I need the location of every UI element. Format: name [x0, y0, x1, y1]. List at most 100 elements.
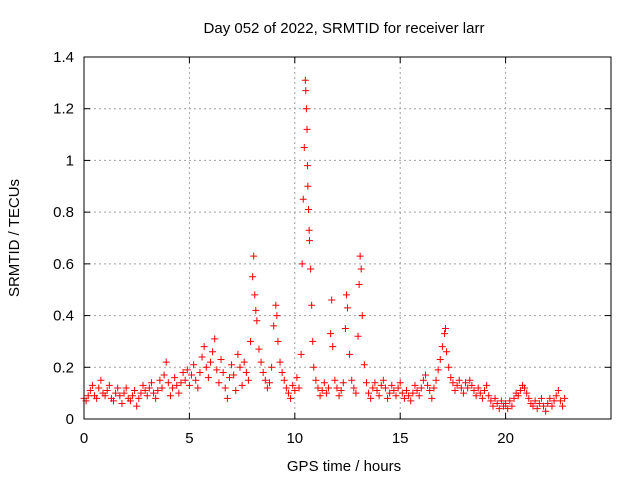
data-point — [443, 348, 451, 356]
data-point — [548, 402, 556, 410]
data-point — [447, 374, 455, 382]
data-point — [171, 374, 179, 382]
axis-ticks — [83, 56, 611, 420]
data-point — [430, 384, 438, 392]
data-point — [535, 399, 543, 407]
data-point — [523, 389, 531, 397]
y-tick-label: 0.2 — [53, 359, 74, 376]
data-point — [451, 387, 459, 395]
data-point — [299, 195, 307, 203]
data-point — [344, 304, 351, 312]
data-point — [396, 379, 404, 387]
data-point — [390, 387, 398, 395]
data-point — [355, 281, 363, 289]
data-point — [474, 384, 482, 392]
data-point — [273, 312, 281, 320]
data-point — [384, 394, 392, 402]
data-point — [307, 265, 315, 273]
data-point — [194, 384, 202, 392]
data-point — [352, 389, 360, 397]
data-point — [213, 366, 221, 374]
data-point — [150, 389, 158, 397]
data-point — [322, 389, 330, 397]
data-point — [101, 392, 109, 400]
data-point — [112, 389, 120, 397]
data-point — [308, 301, 316, 309]
data-point — [413, 387, 421, 395]
data-point — [546, 394, 554, 402]
y-axis-label: SRMTID / TECUs — [6, 179, 23, 297]
data-point — [544, 399, 552, 407]
data-point — [276, 358, 284, 366]
data-point — [421, 371, 429, 379]
data-point — [537, 394, 545, 402]
data-point — [409, 389, 417, 397]
data-point — [350, 384, 358, 392]
data-point — [329, 343, 337, 351]
data-point — [360, 361, 368, 369]
data-point — [139, 381, 147, 389]
data-point — [316, 392, 324, 400]
data-point — [472, 392, 480, 400]
data-point — [328, 296, 336, 304]
data-point — [268, 363, 276, 371]
data-point — [318, 387, 326, 395]
data-point — [445, 363, 453, 371]
data-point — [250, 252, 258, 260]
data-point — [118, 399, 126, 407]
data-point — [502, 399, 510, 407]
data-point — [126, 397, 134, 405]
data-point — [86, 387, 94, 395]
data-point — [228, 361, 236, 369]
data-point — [122, 384, 130, 392]
data-point — [333, 384, 341, 392]
data-point — [234, 350, 242, 358]
data-point — [521, 384, 529, 392]
data-point — [192, 376, 200, 384]
x-axis-label: GPS time / hours — [287, 458, 401, 475]
data-point — [411, 381, 419, 389]
data-point — [339, 379, 347, 387]
data-point — [426, 387, 434, 395]
data-point — [305, 206, 313, 214]
data-point — [388, 381, 396, 389]
data-point — [466, 376, 474, 384]
data-point — [335, 392, 343, 400]
data-point — [354, 332, 362, 340]
data-point — [377, 381, 385, 389]
data-point — [325, 384, 333, 392]
data-point — [261, 376, 269, 384]
data-point — [196, 368, 204, 376]
data-point — [143, 392, 151, 400]
data-point — [449, 379, 457, 387]
data-point — [559, 402, 567, 410]
data-point — [236, 363, 244, 371]
data-point — [131, 387, 139, 395]
data-point — [304, 182, 312, 190]
data-point — [202, 363, 210, 371]
data-point — [327, 330, 335, 338]
data-point — [242, 368, 250, 376]
data-point — [116, 392, 124, 400]
data-point — [183, 366, 191, 374]
data-point — [348, 376, 356, 384]
data-point — [244, 376, 252, 384]
data-point — [375, 392, 383, 400]
data-point — [293, 374, 301, 382]
data-point — [198, 353, 206, 361]
data-point — [162, 358, 170, 366]
chart-title: Day 052 of 2022, SRMTID for receiver lar… — [204, 20, 485, 37]
data-point — [533, 405, 541, 413]
data-point — [303, 162, 311, 170]
data-point — [181, 376, 189, 384]
data-point — [442, 325, 450, 332]
data-point — [310, 363, 318, 371]
data-point — [97, 376, 105, 384]
data-point — [556, 397, 564, 405]
data-point — [464, 384, 472, 392]
data-point — [403, 387, 411, 395]
data-point — [540, 402, 548, 410]
data-point — [407, 397, 415, 405]
data-point — [84, 392, 92, 400]
